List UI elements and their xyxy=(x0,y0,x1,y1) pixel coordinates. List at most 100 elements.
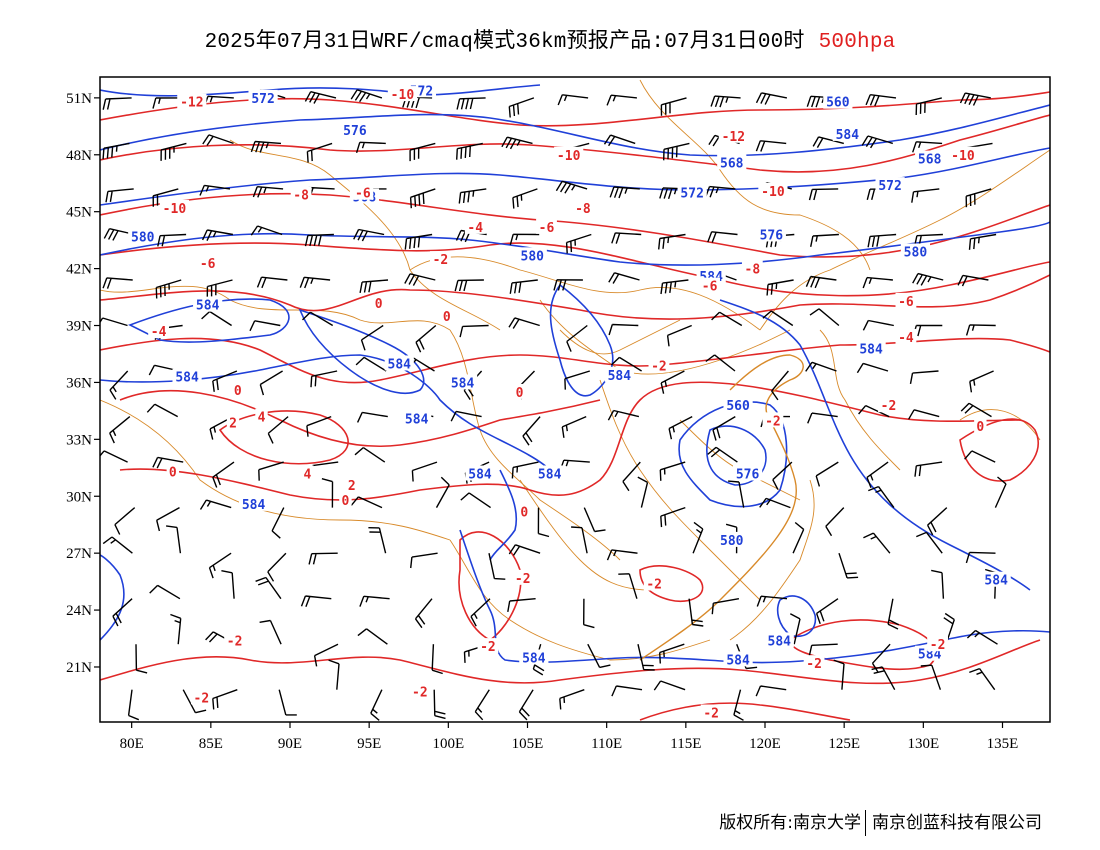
wind-barb xyxy=(772,461,793,490)
wind-barb xyxy=(435,476,450,508)
wind-barb xyxy=(199,184,231,196)
temperature-contour-label-bg xyxy=(409,683,431,699)
temperature-contour-label-bg xyxy=(352,184,374,200)
height-contour-label-bg xyxy=(875,177,905,193)
temperature-contour-label: 0 xyxy=(234,384,242,399)
wind-barb xyxy=(511,461,539,479)
wind-barb xyxy=(299,276,331,289)
height-contour-label-bg xyxy=(519,649,549,665)
wind-barb xyxy=(931,569,945,599)
height-contour-label-bg xyxy=(981,571,1011,587)
height-contour-label: 560 xyxy=(726,399,750,414)
wind-barb xyxy=(306,415,332,437)
height-contour-label-bg xyxy=(756,226,786,242)
lon-tick-label: 90E xyxy=(278,736,302,752)
lat-tick-label: 48N xyxy=(66,148,92,164)
wind-barb xyxy=(127,689,140,721)
wind-barb xyxy=(350,496,383,509)
wind-barb xyxy=(518,689,534,721)
wind-barb xyxy=(611,685,643,697)
wind-barb xyxy=(170,613,182,645)
wind-barb xyxy=(659,461,686,481)
temperature-contour-label-bg xyxy=(290,186,312,202)
wind-barb xyxy=(404,273,436,286)
wind-barb xyxy=(304,233,334,247)
temperature-contour-label: -2 xyxy=(646,578,662,593)
temperature-contour-label-bg xyxy=(166,463,180,479)
temperature-contour-label: 4 xyxy=(258,411,266,426)
temperature-contour-label: -2 xyxy=(765,414,781,429)
temperature-contour-label: 0 xyxy=(520,505,528,520)
wind-barb xyxy=(356,411,388,423)
title-main: 2025年07月31日WRF/cmaq模式36km预报产品:07月31日00时 xyxy=(204,31,805,54)
temperature-contour-label: -2 xyxy=(227,634,243,649)
temperature-contour-label-bg xyxy=(440,308,453,324)
wind-barb xyxy=(102,536,133,554)
wind-barb xyxy=(258,461,284,481)
wind-barb xyxy=(355,356,387,372)
wind-barb xyxy=(707,231,738,243)
wind-barb xyxy=(637,476,649,508)
wind-barb xyxy=(766,279,794,296)
lat-tick-label: 51N xyxy=(66,91,92,107)
height-contour-label-bg xyxy=(915,150,945,166)
wind-barb xyxy=(310,461,339,477)
wind-barb xyxy=(865,94,897,107)
temperature-contour-label: -2 xyxy=(480,640,496,655)
temperature-contour-label: -6 xyxy=(200,257,216,272)
wind-barb xyxy=(300,595,332,608)
temperature-contour-label: 0 xyxy=(976,420,984,435)
wind-barb xyxy=(102,142,130,160)
wind-barb xyxy=(368,527,387,554)
wind-barb xyxy=(156,506,180,532)
temperature-contours xyxy=(100,91,1050,721)
wind-barb xyxy=(310,370,338,388)
wind-barb xyxy=(259,370,283,396)
height-contour-label: 584 xyxy=(242,498,266,513)
wind-barb xyxy=(149,584,181,600)
wind-barb xyxy=(201,229,234,241)
temperature-contour-label-bg xyxy=(345,476,358,492)
lat-tick-label: 39N xyxy=(66,319,92,335)
wind-barb xyxy=(866,461,889,488)
temperature-contour-label: -10 xyxy=(163,202,187,217)
wind-barb xyxy=(807,412,838,424)
height-contour-label-bg xyxy=(723,397,753,413)
wind-barb xyxy=(733,689,744,721)
temperature-contour-label: -8 xyxy=(745,263,761,278)
temperature-contour-label: 2 xyxy=(229,416,237,431)
wind-barb xyxy=(705,354,736,372)
wind-barb xyxy=(415,324,437,353)
wind-barb xyxy=(863,532,891,554)
height-contour-label: 572 xyxy=(878,179,901,194)
wind-barb xyxy=(355,141,386,154)
height-contour-label: 576 xyxy=(343,124,367,139)
wind-barb xyxy=(212,370,238,392)
temperature-contour-label: -8 xyxy=(575,202,591,217)
height-contour-label: 572 xyxy=(680,187,703,202)
height-contour-label-bg xyxy=(447,374,478,390)
wind-barb xyxy=(756,595,788,607)
wind-barb xyxy=(553,279,583,291)
temperature-contour-label-bg xyxy=(197,254,219,270)
height-contour-label: 584 xyxy=(388,357,412,372)
temperature-contour-label: -2 xyxy=(651,359,667,374)
temperature-contour-label: -10 xyxy=(557,149,581,164)
wind-barb xyxy=(109,370,129,400)
wind-barb xyxy=(571,526,588,554)
wind-barb xyxy=(668,415,693,440)
wind-barb xyxy=(100,450,128,463)
wind-barb xyxy=(789,613,801,645)
wind-barb xyxy=(313,643,339,667)
lon-tick-label: 125E xyxy=(828,736,860,752)
wind-barb xyxy=(271,507,285,539)
wind-barb xyxy=(259,619,282,645)
wind-barb xyxy=(959,92,991,106)
wind-barbs xyxy=(100,89,1007,721)
wind-barb xyxy=(474,689,490,721)
wind-barb xyxy=(871,666,896,691)
lat-tick-label: 45N xyxy=(66,205,92,221)
wind-barb xyxy=(559,459,590,471)
temperature-contour-label-bg xyxy=(477,638,499,654)
wind-barb xyxy=(212,689,238,710)
